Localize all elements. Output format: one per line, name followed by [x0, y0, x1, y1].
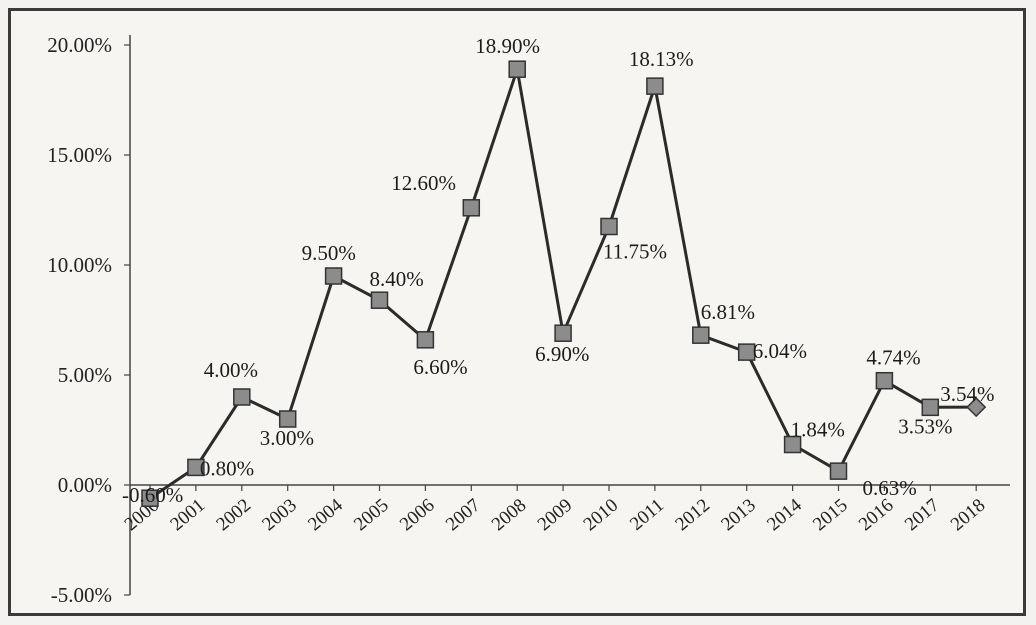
x-tick-label: 2017: [901, 495, 944, 536]
data-point-marker: [370, 291, 389, 309]
data-point-marker: [187, 458, 205, 477]
chart-axes: -5.00%0.00%5.00%10.00%15.00%20.00%2000 20…: [47, 33, 1010, 607]
data-point-marker: [324, 267, 343, 285]
y-tick-label: 0.00%: [58, 473, 112, 497]
y-tick-label: 10.00%: [47, 253, 112, 277]
data-label: -0.60%: [122, 483, 183, 507]
x-tick-label: 2007: [442, 495, 485, 536]
data-label: 3.54%: [940, 382, 994, 406]
x-tick-label: 2004: [304, 494, 347, 535]
x-tick-label: 2011: [626, 495, 668, 535]
data-point-marker: [278, 410, 297, 428]
data-point-marker: [692, 326, 710, 344]
data-label: 3.53%: [898, 414, 952, 438]
data-point-marker: [829, 462, 848, 480]
x-tick-label: 2009: [534, 495, 577, 536]
data-point-marker: [416, 331, 435, 349]
x-tick-label: 2002: [212, 495, 255, 536]
data-label-layer: -0.60% 0.80% 4.00% 3.00% 9.50% 8.40% 6.60% 12.6…: [122, 34, 994, 507]
x-tick-label: 2018: [947, 495, 990, 536]
data-label: 1.84%: [791, 418, 845, 442]
data-point-marker: [462, 199, 481, 217]
data-label: 6.90%: [535, 342, 589, 366]
data-label: 3.00%: [260, 426, 314, 450]
y-tick-label: 5.00%: [58, 363, 112, 387]
data-label: 4.00%: [204, 358, 258, 382]
x-tick-label: 2015: [809, 495, 852, 536]
x-tick-label: 2014: [763, 494, 806, 535]
data-label: 6.81%: [701, 300, 755, 324]
y-tick-label: 15.00%: [47, 143, 112, 167]
data-point-marker: [233, 388, 251, 406]
data-point-marker: [966, 397, 987, 418]
data-label: 12.60%: [391, 171, 456, 195]
data-point-marker: [737, 343, 756, 361]
data-point-marker: [646, 77, 664, 95]
data-label: 0.80%: [200, 456, 254, 480]
x-tick-label: 2010: [580, 495, 623, 536]
data-point-marker: [783, 435, 802, 454]
data-point-marker: [141, 489, 159, 507]
data-label: 8.40%: [370, 267, 424, 291]
data-label: 6.04%: [753, 339, 807, 363]
data-label: 4.74%: [866, 346, 920, 370]
data-point-marker: [921, 398, 940, 417]
data-point-marker: [508, 60, 526, 78]
y-tick-label: -5.00%: [51, 583, 112, 607]
x-tick-label: 2008: [488, 495, 531, 536]
data-point-marker: [554, 324, 572, 342]
x-tick-label: 2012: [671, 495, 714, 536]
data-point-marker: [875, 371, 894, 390]
x-tick-label: 2006: [396, 495, 439, 536]
chart-frame: [8, 8, 1026, 616]
x-tick-label: 2005: [350, 495, 393, 536]
data-label: 11.75%: [603, 240, 667, 264]
series-marker-layer: [141, 60, 987, 507]
y-tick-label: 20.00%: [47, 33, 112, 57]
data-point-marker: [600, 217, 618, 236]
data-label: 18.13%: [629, 47, 694, 71]
data-label: 18.90%: [475, 34, 540, 58]
data-label: 0.63%: [863, 476, 917, 500]
data-label: 9.50%: [302, 241, 356, 265]
x-tick-label: 2013: [717, 495, 760, 536]
x-tick-label: 2016: [855, 495, 898, 536]
data-label: 6.60%: [413, 355, 467, 379]
x-tick-label: 2003: [258, 495, 301, 536]
